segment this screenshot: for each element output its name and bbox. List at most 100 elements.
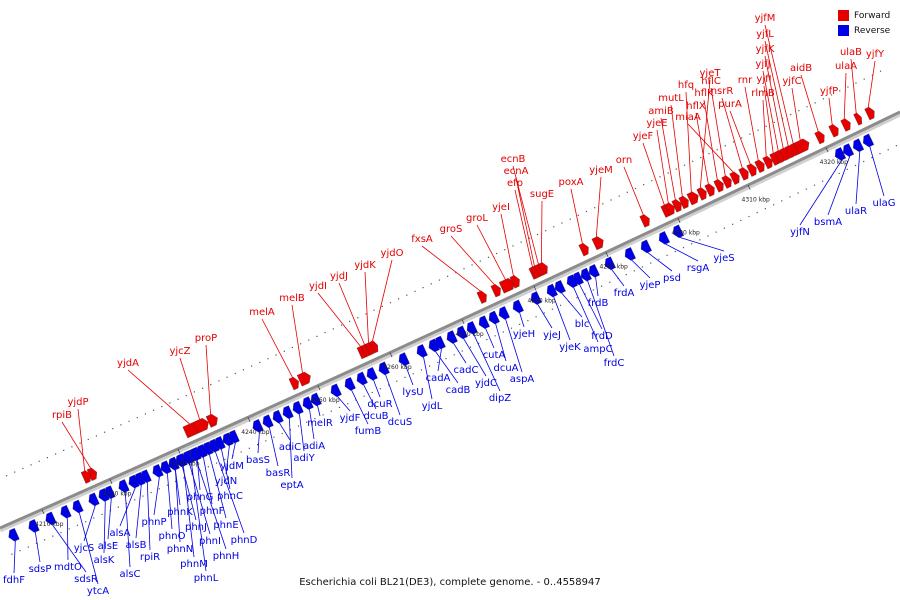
reverse-leader-psd <box>647 252 673 272</box>
kbp-tick-mark <box>109 479 113 485</box>
reverse-label-bsmA: bsmA <box>814 217 842 228</box>
reverse-leader-alsK <box>103 501 106 554</box>
reverse-leader-fdhF <box>13 540 16 574</box>
kbp-tick-mark <box>677 218 681 223</box>
forward-track-dot <box>153 409 155 411</box>
forward-leader-yjdA <box>127 369 190 425</box>
reverse-track-dot <box>609 281 611 283</box>
reverse-track-dot <box>183 477 185 479</box>
reverse-label-yjeS: yjeS <box>713 253 734 264</box>
forward-gene-yjcZ <box>193 418 209 434</box>
reverse-label-aspA: aspA <box>510 374 535 385</box>
forward-track-dot <box>814 102 816 104</box>
reverse-leader-cadC <box>453 342 467 364</box>
forward-track-dot <box>708 153 710 155</box>
kbp-tick-label: 4230 kbp <box>171 460 199 467</box>
reverse-gene-frdC <box>580 267 592 282</box>
reverse-label-yjdN: yjdN <box>215 476 238 487</box>
reverse-track-dot <box>535 316 537 318</box>
reverse-leader-aspA <box>505 318 523 373</box>
reverse-track-dot <box>166 484 169 486</box>
reverse-gene-dipZ <box>466 321 478 335</box>
forward-label-yjfY: yjfY <box>866 49 885 60</box>
forward-track-dot <box>381 305 383 307</box>
forward-leader-hflX <box>695 112 709 185</box>
reverse-track-dot <box>101 513 103 515</box>
forward-label-groS: groS <box>440 224 463 235</box>
forward-label-efp: efp <box>507 178 523 189</box>
reverse-leader-basS <box>257 431 260 454</box>
reverse-label-phnH: phnH <box>213 551 240 562</box>
reverse-gene-yjdC <box>456 325 468 340</box>
forward-track-dot <box>161 406 163 408</box>
reverse-track-dot <box>707 235 709 237</box>
reverse-label-phnP: phnP <box>141 517 166 528</box>
forward-leader-proP <box>205 344 211 415</box>
reverse-label-ulaG: ulaG <box>873 198 896 209</box>
forward-track-dot <box>806 106 808 108</box>
forward-label-rlmB: rlmB <box>751 88 775 99</box>
reverse-leader-yjeS <box>679 237 725 252</box>
reverse-track-dot <box>895 145 897 147</box>
forward-track-dot <box>479 260 481 262</box>
forward-label-yjdP: yjdP <box>67 397 88 408</box>
forward-leader-rlmB <box>762 99 767 157</box>
forward-leader-yjfI <box>763 85 774 154</box>
reverse-label-cutA: cutA <box>483 350 506 361</box>
forward-leader-ulaB <box>850 58 857 114</box>
reverse-label-yjeK: yjeK <box>559 342 581 353</box>
kbp-tick-mark <box>825 147 829 153</box>
forward-track-dot <box>822 98 824 100</box>
reverse-track-dot <box>379 388 381 390</box>
forward-leader-mutL <box>670 104 683 197</box>
forward-label-yjdA: yjdA <box>117 358 139 369</box>
forward-label-hflX: hflX <box>686 101 706 112</box>
forward-leader-yjfP <box>828 97 833 125</box>
forward-gene-orn <box>639 214 650 228</box>
reverse-track-dot <box>822 180 824 182</box>
reverse-label-dcuS: dcuS <box>388 417 413 428</box>
forward-label-yjfI: yjfI <box>756 74 771 85</box>
legend-forward-label: Forward <box>854 10 891 21</box>
reverse-gene-adiY <box>292 400 304 415</box>
forward-leader-poxA <box>570 188 583 244</box>
reverse-track-dot <box>314 418 316 420</box>
reverse-track-dot <box>445 358 447 360</box>
reverse-track-dot <box>347 403 349 405</box>
reverse-track-dot <box>85 521 87 523</box>
reverse-gene-yjfN <box>834 147 847 161</box>
forward-gene-poxA <box>578 243 589 257</box>
reverse-label-alsA: alsA <box>110 528 131 539</box>
reverse-track-dot <box>846 168 848 170</box>
forward-gene-yjeT <box>696 187 707 201</box>
reverse-track-dot <box>641 266 644 268</box>
forward-track-dot <box>830 94 833 96</box>
forward-track-dot <box>741 137 743 139</box>
reverse-label-phnE: phnE <box>213 520 238 531</box>
legend-reverse: Reverse <box>838 23 890 38</box>
reverse-track-dot <box>125 502 128 505</box>
genome-caption: Escherichia coli BL21(DE3), complete gen… <box>299 577 601 588</box>
forward-label-yjeM: yjeM <box>589 165 612 176</box>
reverse-label-alsE: alsE <box>98 541 118 552</box>
forward-track-dot <box>128 420 130 422</box>
reverse-track-dot <box>543 312 545 314</box>
reverse-track-dot <box>650 262 652 264</box>
reverse-leader-adiA <box>309 409 315 440</box>
reverse-track-dot <box>257 444 259 446</box>
reverse-label-yjfN: yjfN <box>790 227 810 238</box>
reverse-track-dot <box>117 506 119 508</box>
reverse-track-dot <box>52 535 54 537</box>
reverse-label-adiC: adiC <box>279 442 301 453</box>
forward-label-yjdO: yjdO <box>381 248 404 259</box>
forward-track-dot <box>577 214 579 216</box>
reverse-gene-fumB <box>344 377 356 391</box>
forward-track-dot <box>71 446 73 448</box>
forward-leader-yjfC <box>791 87 801 141</box>
reverse-gene-alsE <box>104 485 116 499</box>
forward-gene-yjeM <box>591 236 604 251</box>
forward-gene-aidB <box>814 130 825 145</box>
forward-label-fxsA: fxsA <box>411 234 433 245</box>
forward-leader-yjdP <box>77 408 86 471</box>
